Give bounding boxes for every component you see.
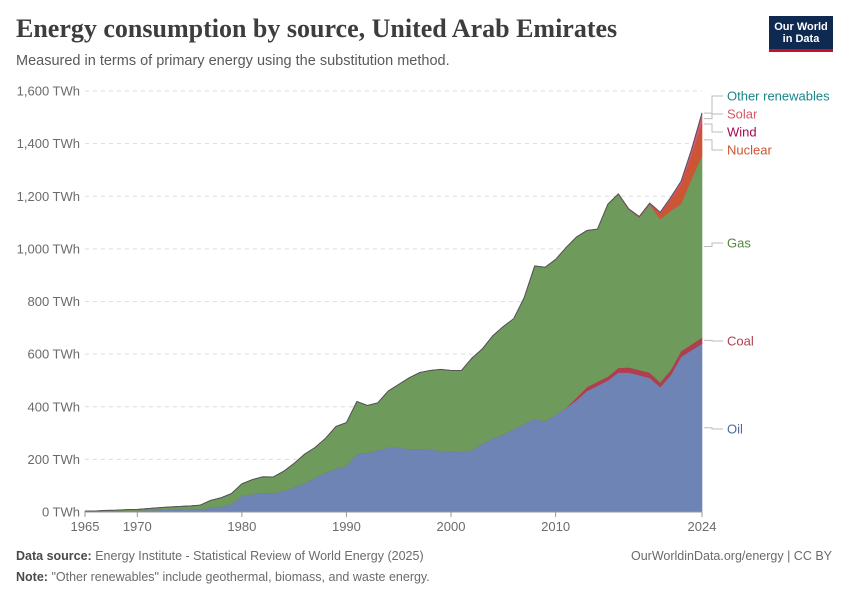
y-tick-label: 0 TWh [42, 505, 80, 520]
data-source-text[interactable]: Energy Institute - Statistical Review of… [95, 549, 424, 563]
x-tick-label: 1965 [71, 519, 100, 534]
data-source-label: Data source: [16, 549, 92, 563]
y-tick-label: 1,400 TWh [17, 136, 80, 151]
x-tick-label: 1980 [227, 519, 256, 534]
chart-note: Note: "Other renewables" include geother… [16, 570, 430, 584]
total-outline [84, 112, 703, 512]
legend-label-nuclear: Nuclear [727, 143, 772, 158]
chart-subtitle: Measured in terms of primary energy usin… [16, 53, 450, 69]
x-tick-label: 2024 [688, 519, 717, 534]
y-tick-label: 600 TWh [27, 347, 80, 362]
x-tick-label: 1990 [332, 519, 361, 534]
chart-title: Energy consumption by source, United Ara… [16, 14, 618, 43]
x-tick-label: 2010 [541, 519, 570, 534]
note-label: Note: [16, 570, 48, 584]
y-tick-label: 1,600 TWh [17, 84, 80, 99]
legend-label-other-renewables: Other renewables [727, 89, 830, 104]
x-tick-label: 1970 [123, 519, 152, 534]
note-text: "Other renewables" include geothermal, b… [51, 570, 430, 584]
y-tick-label: 400 TWh [27, 399, 80, 414]
y-tick-label: 200 TWh [27, 452, 80, 467]
legend-connector [704, 113, 723, 120]
legend-label-coal: Coal [727, 334, 754, 349]
credit-link[interactable]: OurWorldinData.org/energy | CC BY [630, 549, 832, 563]
legend-connector [704, 242, 723, 247]
legend-connector [704, 123, 723, 133]
owid-logo[interactable]: Our World in Data [769, 16, 833, 52]
legend-label-wind: Wind [727, 125, 757, 140]
data-source: Data source: Energy Institute - Statisti… [16, 549, 424, 563]
legend-connector [704, 339, 723, 342]
logo-line-2: in Data [782, 32, 820, 45]
logo-line-1: Our World [774, 20, 828, 33]
legend-connector [704, 139, 723, 151]
legend-label-solar: Solar [727, 107, 758, 122]
y-tick-label: 1,000 TWh [17, 241, 80, 256]
y-tick-label: 800 TWh [27, 294, 80, 309]
legend-label-gas: Gas [727, 236, 751, 251]
legend-connector [704, 427, 723, 430]
x-tick-label: 2000 [437, 519, 466, 534]
y-tick-label: 1,200 TWh [17, 189, 80, 204]
legend-connector [704, 95, 723, 114]
legend-label-oil: Oil [727, 422, 743, 437]
